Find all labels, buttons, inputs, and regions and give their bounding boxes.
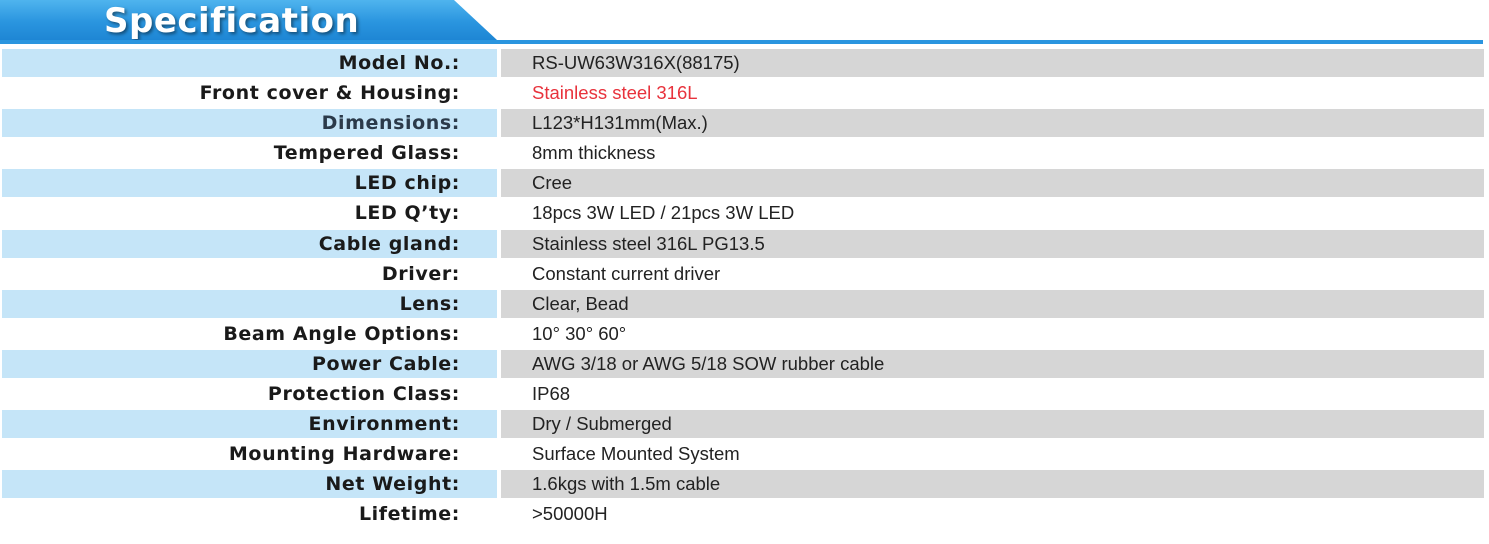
spec-label: Power Cable:	[2, 349, 497, 378]
header-underline	[0, 40, 1483, 44]
spec-label: Lifetime:	[2, 500, 497, 529]
spec-label: Model No.:	[2, 49, 497, 77]
spec-row-environment: Environment: Dry / Submerged	[2, 409, 1484, 439]
spec-value: AWG 3/18 or AWG 5/18 SOW rubber cable	[501, 349, 1484, 378]
spec-value: Constant current driver	[501, 259, 1484, 288]
spec-label: Dimensions:	[2, 109, 497, 138]
spec-value: L123*H131mm(Max.)	[501, 109, 1484, 138]
spec-table: Model No.: RS-UW63W316X(88175) Front cov…	[2, 48, 1484, 530]
spec-row-beam-angle: Beam Angle Options: 10° 30° 60°	[2, 319, 1484, 349]
spec-label: Protection Class:	[2, 380, 497, 409]
spec-label: Environment:	[2, 410, 497, 439]
spec-value: 1.6kgs with 1.5m cable	[501, 470, 1484, 499]
spec-value: 18pcs 3W LED / 21pcs 3W LED	[501, 199, 1484, 228]
spec-label: Mounting Hardware:	[2, 440, 497, 469]
spec-label: Cable gland:	[2, 229, 497, 258]
spec-label: Beam Angle Options:	[2, 319, 497, 348]
spec-value: 10° 30° 60°	[501, 319, 1484, 348]
spec-row-model: Model No.: RS-UW63W316X(88175)	[2, 48, 1484, 78]
section-header: Specification	[0, 0, 1489, 46]
spec-row-mounting: Mounting Hardware: Surface Mounted Syste…	[2, 439, 1484, 469]
spec-row-housing: Front cover & Housing: Stainless steel 3…	[2, 78, 1484, 108]
spec-value: Surface Mounted System	[501, 440, 1484, 469]
spec-value: Cree	[501, 169, 1484, 198]
spec-row-lifetime: Lifetime: >50000H	[2, 499, 1484, 529]
spec-label: Lens:	[2, 289, 497, 318]
spec-label: Driver:	[2, 259, 497, 288]
spec-value: 8mm thickness	[501, 139, 1484, 168]
spec-label: Front cover & Housing:	[2, 79, 497, 108]
spec-label: LED Q’ty:	[2, 199, 497, 228]
spec-row-protection: Protection Class: IP68	[2, 379, 1484, 409]
spec-row-glass: Tempered Glass: 8mm thickness	[2, 138, 1484, 168]
section-title: Specification	[104, 1, 360, 41]
spec-value: IP68	[501, 380, 1484, 409]
spec-value: Stainless steel 316L PG13.5	[501, 229, 1484, 258]
header-tab-banner	[0, 0, 497, 40]
spec-row-cable-gland: Cable gland: Stainless steel 316L PG13.5	[2, 229, 1484, 259]
spec-value: Stainless steel 316L	[501, 79, 1484, 108]
spec-row-power-cable: Power Cable: AWG 3/18 or AWG 5/18 SOW ru…	[2, 349, 1484, 379]
spec-value: Dry / Submerged	[501, 410, 1484, 439]
spec-row-dimensions: Dimensions: L123*H131mm(Max.)	[2, 108, 1484, 138]
spec-label: Net Weight:	[2, 470, 497, 499]
spec-row-net-weight: Net Weight: 1.6kgs with 1.5m cable	[2, 469, 1484, 499]
spec-row-led-chip: LED chip: Cree	[2, 168, 1484, 198]
spec-row-driver: Driver: Constant current driver	[2, 259, 1484, 289]
spec-value: >50000H	[501, 500, 1484, 529]
spec-value: Clear, Bead	[501, 289, 1484, 318]
spec-label: LED chip:	[2, 169, 497, 198]
spec-label: Tempered Glass:	[2, 139, 497, 168]
spec-value: RS-UW63W316X(88175)	[501, 49, 1484, 77]
spec-row-lens: Lens: Clear, Bead	[2, 289, 1484, 319]
spec-row-led-qty: LED Q’ty: 18pcs 3W LED / 21pcs 3W LED	[2, 198, 1484, 228]
